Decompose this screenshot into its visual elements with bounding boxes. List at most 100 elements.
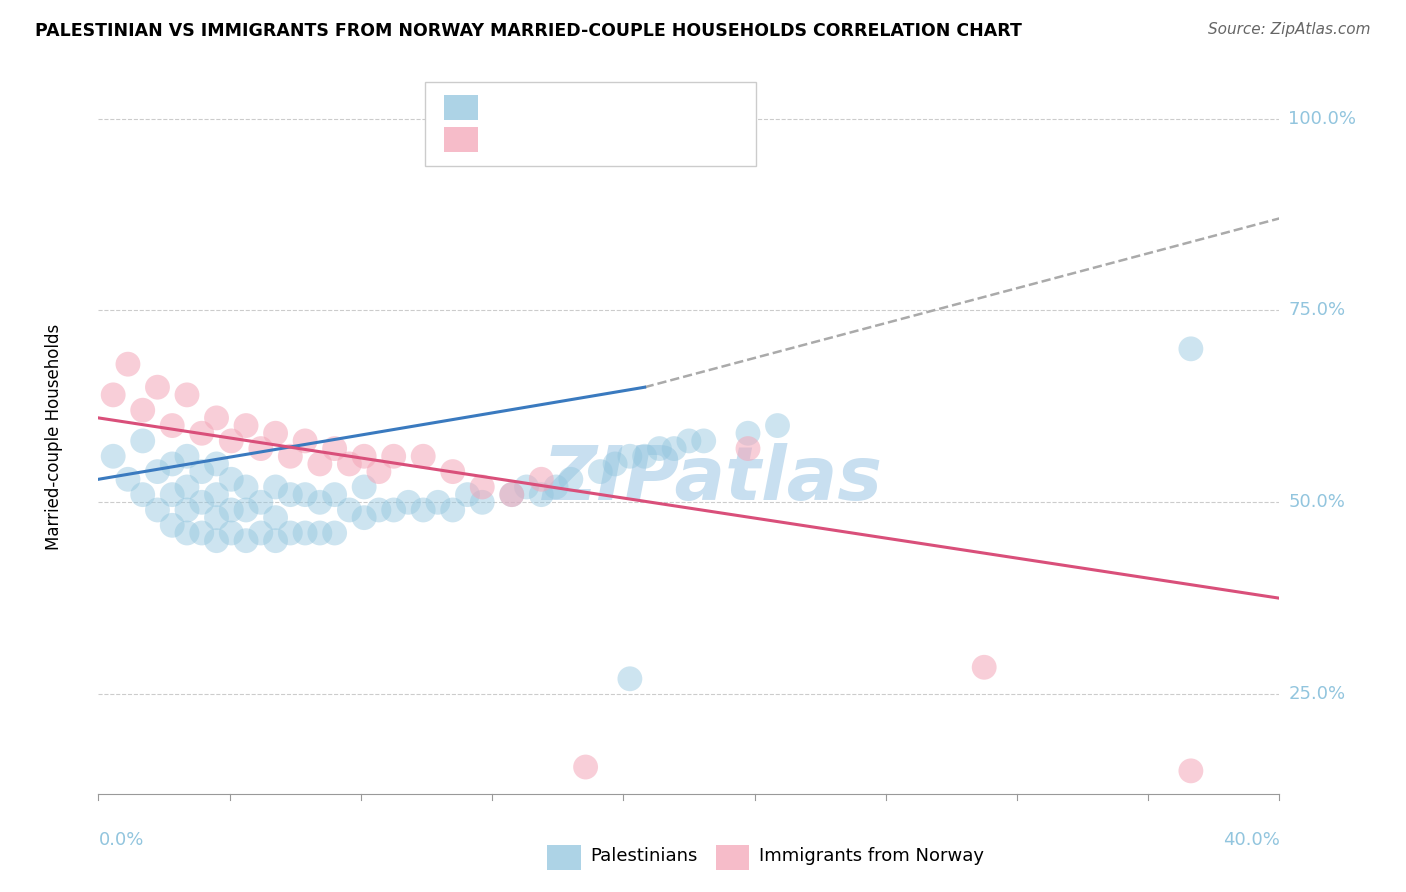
Point [530,488,553,502]
Text: Immigrants from Norway: Immigrants from Norway [759,847,984,865]
Point [117,357,139,371]
Point [264,480,287,494]
Point [737,442,759,456]
Point [103,388,125,402]
Point [648,442,671,456]
Point [973,660,995,674]
Point [441,503,464,517]
Point [634,450,657,464]
Point [132,403,155,417]
Point [250,526,273,541]
Point [501,488,523,502]
Point [146,465,169,479]
Point [353,510,375,524]
Point [235,533,257,548]
Point [294,526,316,541]
Point [280,488,302,502]
Point [339,457,361,471]
Point [427,495,450,509]
Point [205,410,228,425]
Text: 50.0%: 50.0% [1288,493,1346,511]
Point [176,526,198,541]
Text: Married-couple Households: Married-couple Households [45,324,62,550]
Point [221,472,243,486]
Point [368,503,391,517]
Point [382,503,405,517]
Point [530,472,553,486]
Point [191,426,214,441]
Point [471,495,494,509]
Point [221,434,243,448]
Point [235,418,257,433]
Point [323,526,346,541]
Text: 25.0%: 25.0% [1288,685,1346,703]
Point [575,760,598,774]
Point [353,480,375,494]
Point [221,503,243,517]
Point [280,526,302,541]
Point [191,495,214,509]
Point [205,488,228,502]
Point [766,418,789,433]
Point [1180,764,1202,778]
Point [619,672,641,686]
Point [382,450,405,464]
Point [162,488,183,502]
Text: 40.0%: 40.0% [1223,830,1279,848]
Point [560,472,582,486]
Point [412,503,434,517]
Point [368,465,391,479]
Point [176,480,198,494]
Point [162,518,183,533]
Point [516,480,538,494]
Point [235,503,257,517]
Point [176,450,198,464]
Point [664,442,686,456]
Point [250,442,273,456]
Point [605,457,627,471]
Point [339,503,361,517]
Point [146,380,169,394]
Point [323,488,346,502]
Point [162,418,183,433]
Point [353,450,375,464]
Point [501,488,523,502]
Point [132,488,155,502]
Point [176,388,198,402]
Point [264,510,287,524]
Point [589,465,612,479]
Text: ZIPatlas: ZIPatlas [543,443,883,516]
Point [693,434,716,448]
Text: R = -0.298   N = 29: R = -0.298 N = 29 [488,129,665,147]
Text: Palestinians: Palestinians [591,847,697,865]
Point [323,442,346,456]
Point [103,450,125,464]
Point [205,510,228,524]
Point [250,495,273,509]
Point [191,526,214,541]
Point [146,503,169,517]
Point [221,526,243,541]
Text: Source: ZipAtlas.com: Source: ZipAtlas.com [1208,22,1371,37]
Point [294,488,316,502]
Point [619,450,641,464]
Text: 75.0%: 75.0% [1288,301,1346,319]
Point [309,457,332,471]
Point [309,495,332,509]
Point [162,457,183,471]
Point [398,495,420,509]
Point [235,480,257,494]
Point [132,434,155,448]
Text: 0.0%: 0.0% [98,830,143,848]
Point [546,480,568,494]
Point [412,450,434,464]
Point [264,426,287,441]
Point [176,503,198,517]
Point [191,465,214,479]
Point [294,434,316,448]
Text: PALESTINIAN VS IMMIGRANTS FROM NORWAY MARRIED-COUPLE HOUSEHOLDS CORRELATION CHAR: PALESTINIAN VS IMMIGRANTS FROM NORWAY MA… [35,22,1022,40]
Point [117,472,139,486]
Point [264,533,287,548]
Point [441,465,464,479]
Point [471,480,494,494]
